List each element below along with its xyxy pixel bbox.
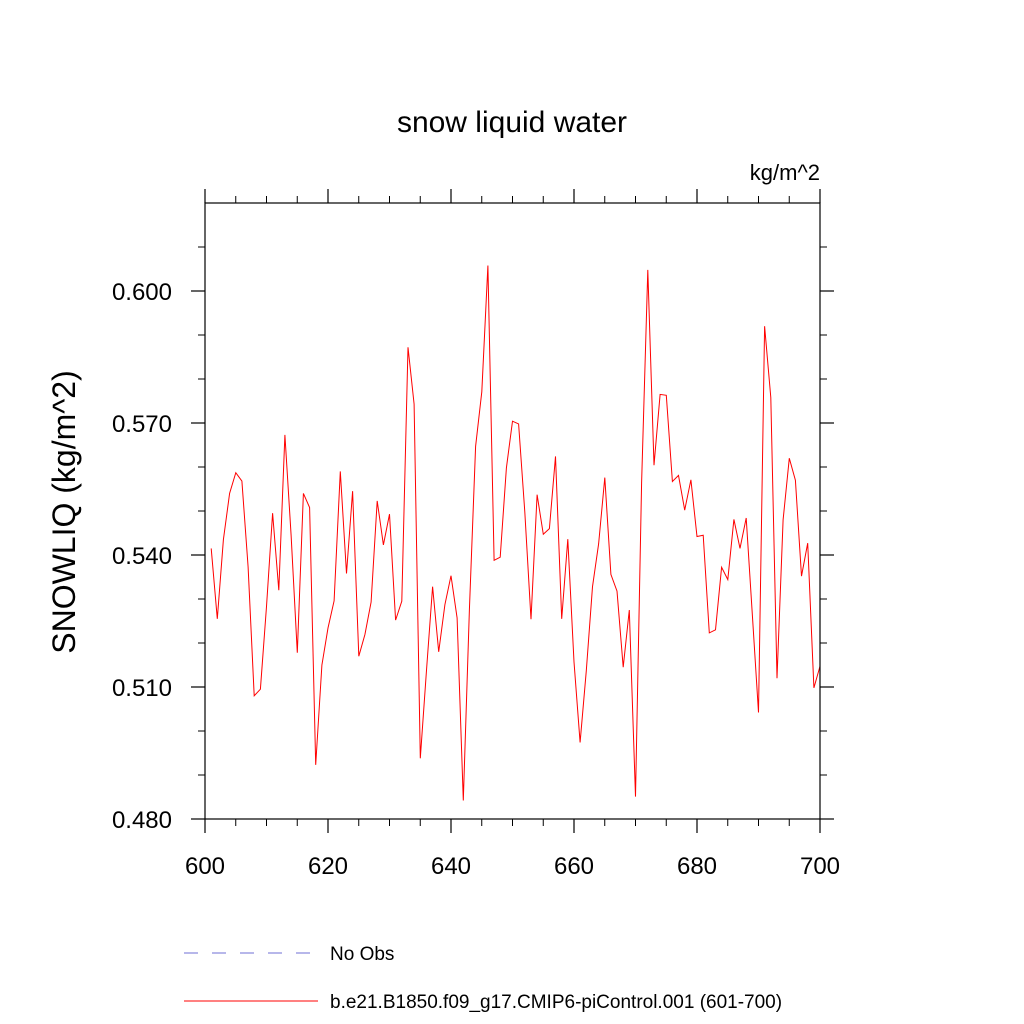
legend-label: No Obs <box>330 944 394 965</box>
y-tick-label: 0.480 <box>112 807 172 834</box>
axis-ticks: 600 620 640 660 680 700 0.480 0.510 0.540 0.570 0.… <box>112 189 840 880</box>
y-tick-label: 0.540 <box>112 543 172 570</box>
plot-series <box>210 265 821 801</box>
y-axis-label: SNOWLIQ (kg/m^2) <box>46 370 82 653</box>
y-tick-label: 0.510 <box>112 675 172 702</box>
x-tick-label: 660 <box>554 853 594 880</box>
x-tick-label: 680 <box>677 853 717 880</box>
legend-label: b.e21.B1850.f09_g17.CMIP6-piControl.001 … <box>330 992 782 1013</box>
y-tick-label: 0.570 <box>112 411 172 438</box>
x-tick-label: 700 <box>800 853 840 880</box>
plot-frame <box>204 202 821 820</box>
y-tick-label: 0.600 <box>112 279 172 306</box>
x-tick-label: 620 <box>308 853 348 880</box>
x-tick-label: 600 <box>185 853 225 880</box>
series-line <box>210 265 821 801</box>
x-tick-label: 640 <box>431 853 471 880</box>
units-label: kg/m^2 <box>750 160 820 185</box>
chart-title: snow liquid water <box>397 106 627 139</box>
legend: No Obs b.e21.B1850.f09_g17.CMIP6-piContro… <box>184 944 782 1013</box>
